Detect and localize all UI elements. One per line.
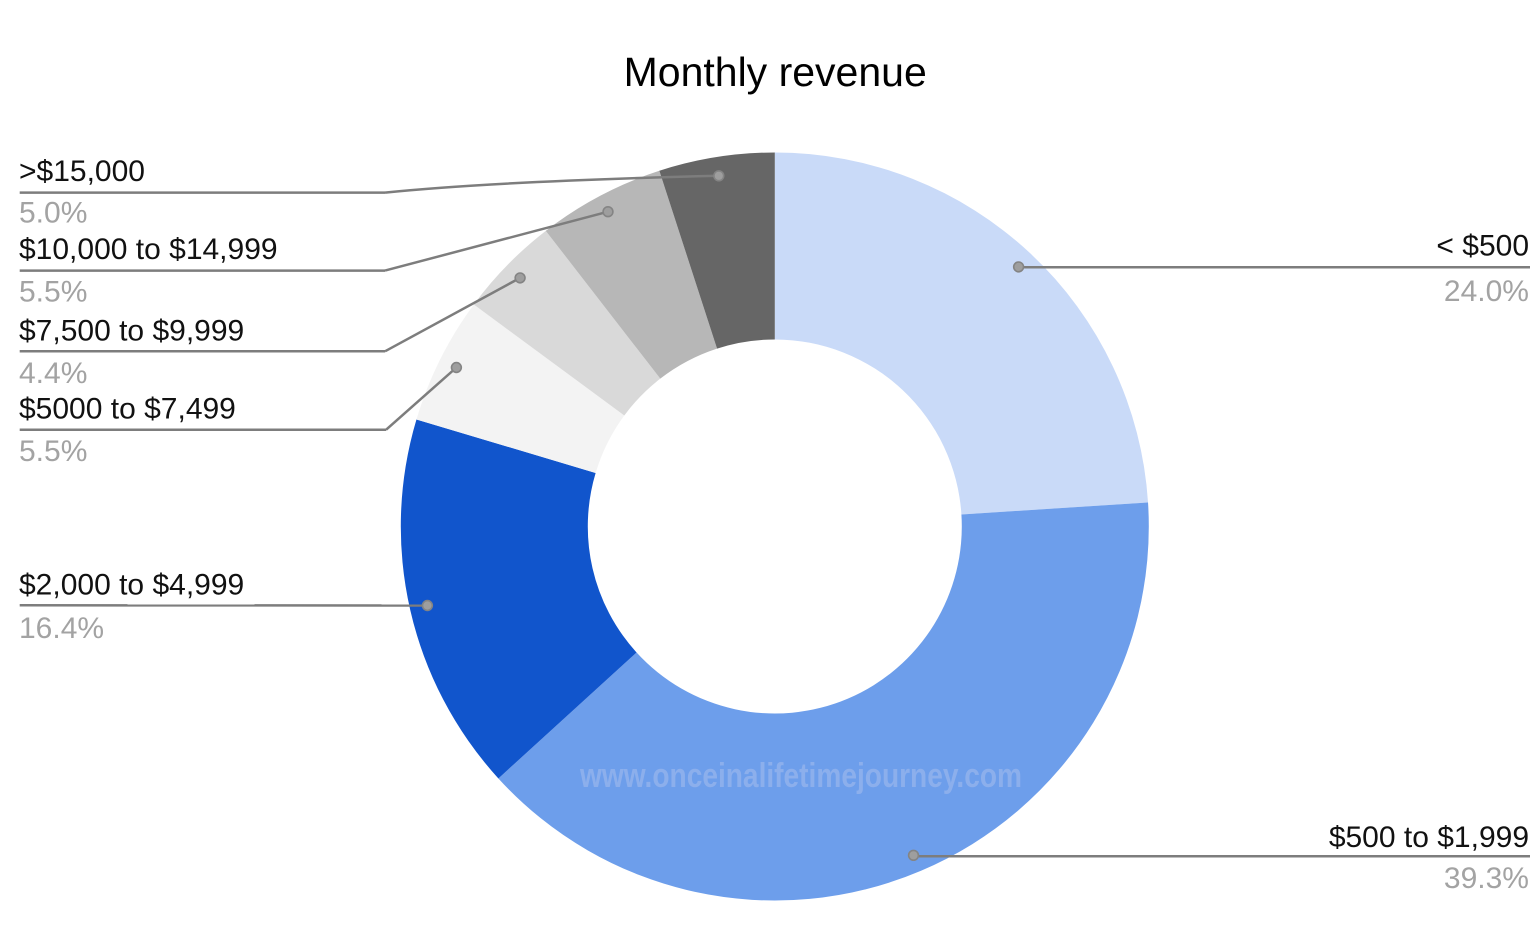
svg-text:$7,500 to $9,999: $7,500 to $9,999 (19, 315, 244, 348)
svg-text:< $500: < $500 (1436, 230, 1529, 263)
svg-text:4.4%: 4.4% (19, 357, 87, 390)
svg-text:$10,000 to $14,999: $10,000 to $14,999 (19, 233, 278, 266)
svg-text:www.onceinalifetimejourney.com: www.onceinalifetimejourney.com (579, 757, 1022, 795)
svg-text:5.5%: 5.5% (19, 276, 87, 309)
svg-text:5.5%: 5.5% (19, 435, 87, 468)
svg-text:24.0%: 24.0% (1444, 275, 1529, 308)
svg-text:16.4%: 16.4% (19, 612, 104, 645)
svg-text:>$15,000: >$15,000 (19, 155, 145, 188)
svg-text:$500 to $1,999: $500 to $1,999 (1329, 821, 1529, 854)
svg-text:Monthly revenue: Monthly revenue (624, 49, 927, 95)
svg-text:5.0%: 5.0% (19, 196, 87, 229)
svg-text:39.3%: 39.3% (1444, 862, 1529, 895)
svg-text:$5000 to $7,499: $5000 to $7,499 (19, 393, 236, 426)
svg-text:$2,000 to $4,999: $2,000 to $4,999 (19, 569, 244, 602)
